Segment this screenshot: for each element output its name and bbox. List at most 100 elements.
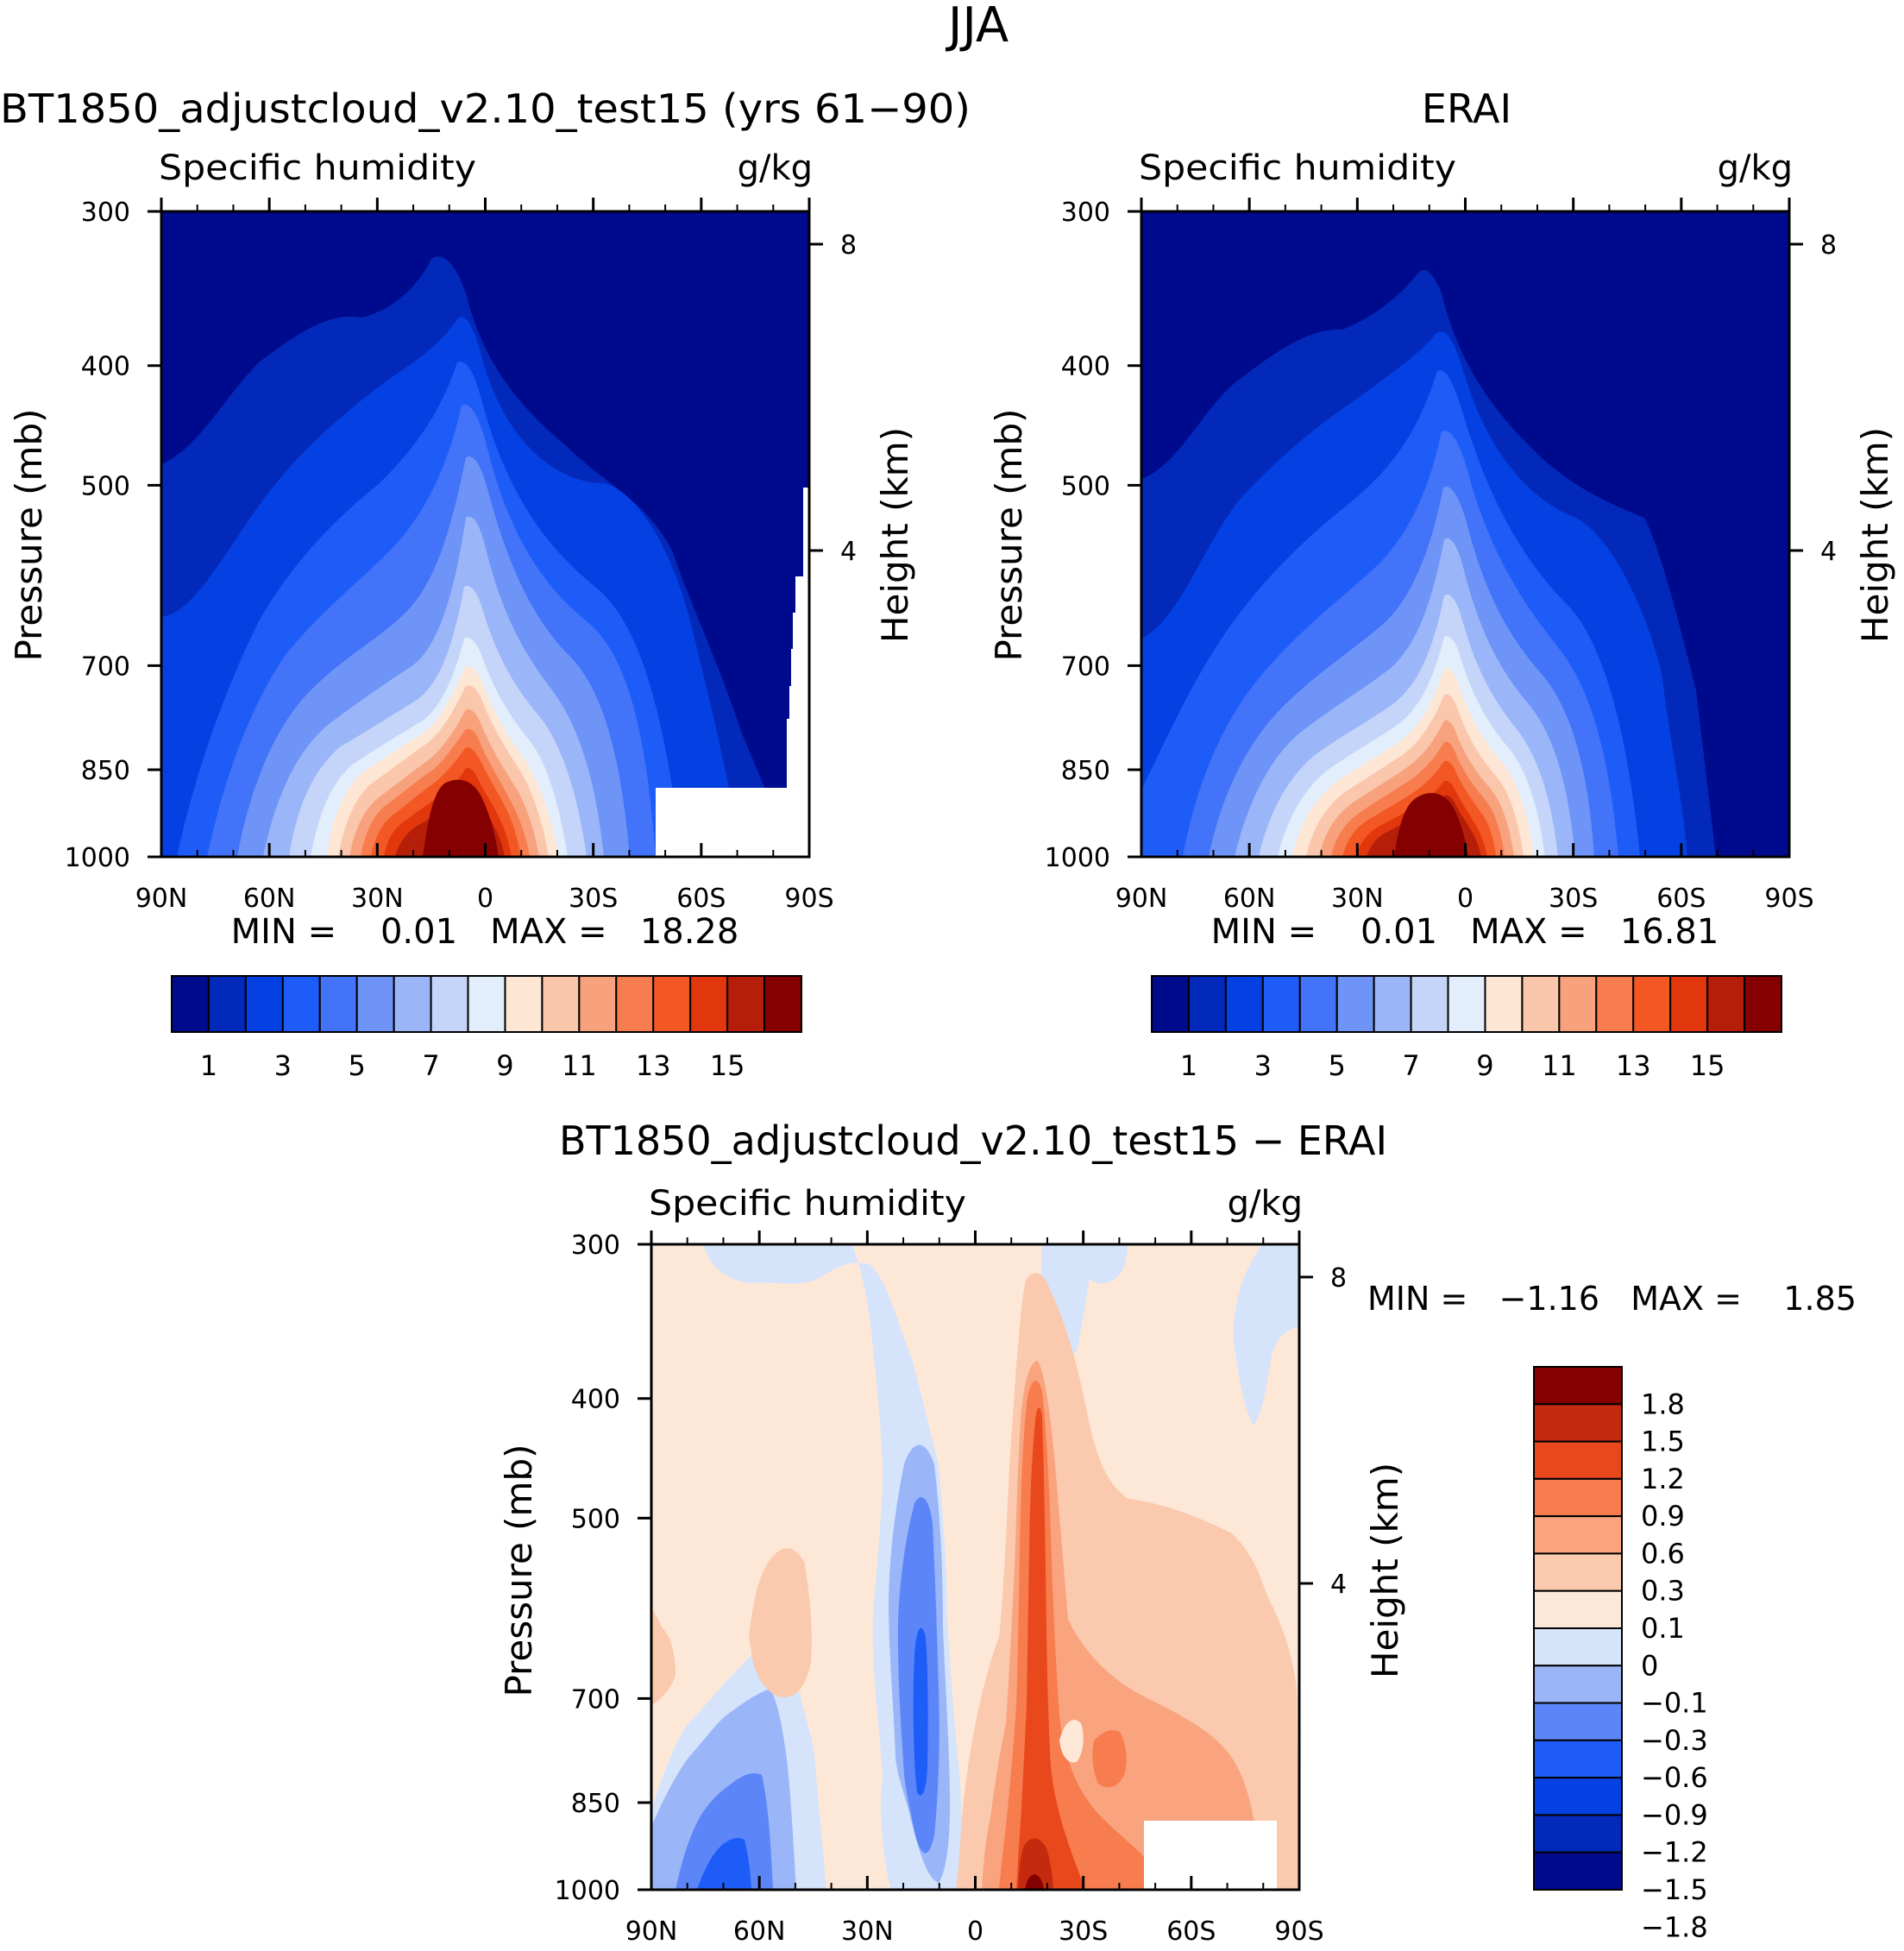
colorbar-box — [1533, 1589, 1623, 1629]
colorbar-label: 1.5 — [1641, 1425, 1685, 1458]
colorbar-box — [726, 975, 766, 1033]
panel-diff-units-label: g/kg — [1228, 1184, 1303, 1224]
y-tick-label: 300 — [571, 1230, 620, 1261]
y-tick-label: 850 — [1061, 756, 1110, 786]
colorbar-label: 7 — [422, 1049, 439, 1082]
colorbar-box — [430, 975, 469, 1033]
x-tick-label: 0 — [1457, 884, 1474, 914]
y-tick-label: 500 — [1061, 471, 1110, 501]
colorbar-label: 0.6 — [1641, 1537, 1685, 1570]
panel-diff-ylabel: Pressure (mb) — [498, 1444, 540, 1696]
colorbar-box — [1533, 1702, 1623, 1741]
colorbar-box — [1669, 975, 1709, 1033]
panel-diff-y2label: Height (km) — [1364, 1463, 1406, 1678]
contour-pos-6 — [1092, 1730, 1127, 1788]
y-tick-label: 850 — [81, 756, 130, 786]
x-tick-label: 60N — [243, 884, 296, 914]
y-tick-label: 400 — [571, 1385, 620, 1415]
x-tick-label: 30S — [1059, 1916, 1108, 1947]
colorbar-box — [504, 975, 544, 1033]
panel-model-stats: MIN = 0.01 MAX = 18.28 — [231, 912, 739, 952]
colorbar-box — [1533, 1440, 1623, 1480]
colorbar-box — [244, 975, 284, 1033]
x-tick-label: 30S — [569, 884, 618, 914]
panel-model-colorbar: 1 3 5 7 9 11 13 15 — [171, 975, 803, 1082]
colorbar-box — [541, 975, 581, 1033]
colorbar-box — [1533, 1552, 1623, 1592]
x-tick-label: 0 — [477, 884, 493, 914]
colorbar-box — [1521, 975, 1561, 1033]
colorbar-label: 9 — [496, 1049, 513, 1082]
x-tick-label: 60S — [676, 884, 726, 914]
colorbar-label: 1 — [200, 1049, 217, 1082]
colorbar-box — [171, 975, 210, 1033]
x-tick-label: 0 — [967, 1916, 983, 1947]
colorbar-box — [1484, 975, 1524, 1033]
y-tick-label: 700 — [571, 1684, 620, 1715]
colorbar-box — [1151, 975, 1190, 1033]
panel-obs-units-label: g/kg — [1718, 148, 1793, 188]
y-tick-label: 400 — [81, 352, 130, 382]
masked-region — [656, 488, 809, 857]
colorbar-label: 0.3 — [1641, 1575, 1685, 1608]
colorbar-box — [1558, 975, 1598, 1033]
colorbar-box — [1533, 1477, 1623, 1518]
colorbar-label: 0 — [1641, 1649, 1658, 1682]
x-tick-label: 30N — [841, 1916, 894, 1947]
colorbar-box — [689, 975, 729, 1033]
contour-neg-7 — [676, 1773, 773, 1890]
panel-obs-ylabel: Pressure (mb) — [988, 408, 1030, 661]
colorbar-box — [578, 975, 618, 1033]
contour-neg-3 — [1233, 1244, 1299, 1425]
contour-level-16 — [1394, 792, 1468, 857]
colorbar-label: 1.8 — [1641, 1388, 1685, 1420]
y-tick-label: 1000 — [555, 1876, 620, 1906]
colorbar-label: 1.2 — [1641, 1463, 1685, 1495]
panel-diff-title: BT1850_adjustcloud_v2.10_test15 − ERAI — [559, 1117, 1387, 1164]
contour-level-16 — [423, 779, 499, 857]
y-tick-label: 500 — [571, 1504, 620, 1534]
colorbar-box — [763, 975, 803, 1033]
y-tick-label: 1000 — [65, 843, 130, 873]
colorbar-box — [1533, 1366, 1623, 1406]
panel-model-plot: 90N 60N 30N 0 30S 60S 90S 300 400 500 700 850 1000 8 4 — [65, 198, 857, 914]
x-tick-label: 60S — [1166, 1916, 1216, 1947]
colorbar-label: 15 — [710, 1049, 745, 1082]
panel-model-variable-label: Specific humidity — [159, 148, 476, 188]
y-tick-label: 500 — [81, 471, 130, 501]
contour-neg-8 — [913, 1627, 928, 1796]
panel-model-units-label: g/kg — [738, 148, 813, 188]
contour-pos-8 — [1018, 1838, 1053, 1890]
panel-obs-plot: 90N 60N 30N 0 30S 60S 90S 300 400 500 700 850 1000 8 4 — [1045, 198, 1837, 914]
colorbar-box — [1595, 975, 1635, 1033]
colorbar-label: −0.9 — [1641, 1798, 1708, 1831]
contour-pos-7 — [1016, 1407, 1085, 1890]
y2-tick-label: 4 — [840, 537, 857, 567]
panel-diff: BT1850_adjustcloud_v2.10_test15 − ERAI S… — [498, 1117, 1857, 1947]
colorbar-label: 7 — [1402, 1049, 1419, 1082]
colorbar-label: 9 — [1476, 1049, 1493, 1082]
colorbar-label: 3 — [1254, 1049, 1272, 1082]
panel-diff-colorbar: 1.8 1.5 1.2 0.9 0.6 0.3 0.1 0 −0.1 −0.3 −0.6 −0.9 −1… — [1533, 1366, 1708, 1943]
y-tick-label: 400 — [1061, 352, 1110, 382]
y2-tick-label: 4 — [1330, 1570, 1347, 1600]
colorbar-box — [1533, 1665, 1623, 1704]
panel-obs-title: ERAI — [1422, 85, 1511, 132]
colorbar-label: −0.1 — [1641, 1687, 1708, 1720]
x-tick-label: 30N — [1331, 884, 1384, 914]
y2-tick-label: 8 — [1330, 1263, 1347, 1293]
axes: 90N 60N 30N 0 30S 60S 90S 300 400 500 700 850 1000 8 4 — [1045, 198, 1837, 914]
colorbar-label: −1.5 — [1641, 1873, 1708, 1906]
colorbar-box — [615, 975, 655, 1033]
y-tick-label: 700 — [1061, 651, 1110, 682]
colorbar-label: 15 — [1690, 1049, 1725, 1082]
panel-diff-plot: 90N 60N 30N 0 30S 60S 90S 300 400 500 700 850 1000 8 4 — [555, 1230, 1347, 1947]
y-tick-label: 850 — [571, 1789, 620, 1819]
colorbar-box — [1632, 975, 1672, 1033]
colorbar-label: 13 — [1616, 1049, 1651, 1082]
colorbar-box — [1187, 975, 1227, 1033]
colorbar-box — [1447, 975, 1486, 1033]
x-tick-label: 90S — [784, 884, 833, 914]
axes: 90N 60N 30N 0 30S 60S 90S 300 400 500 700 850 1000 8 4 — [555, 1230, 1347, 1947]
colorbar-label: −0.6 — [1641, 1761, 1708, 1794]
